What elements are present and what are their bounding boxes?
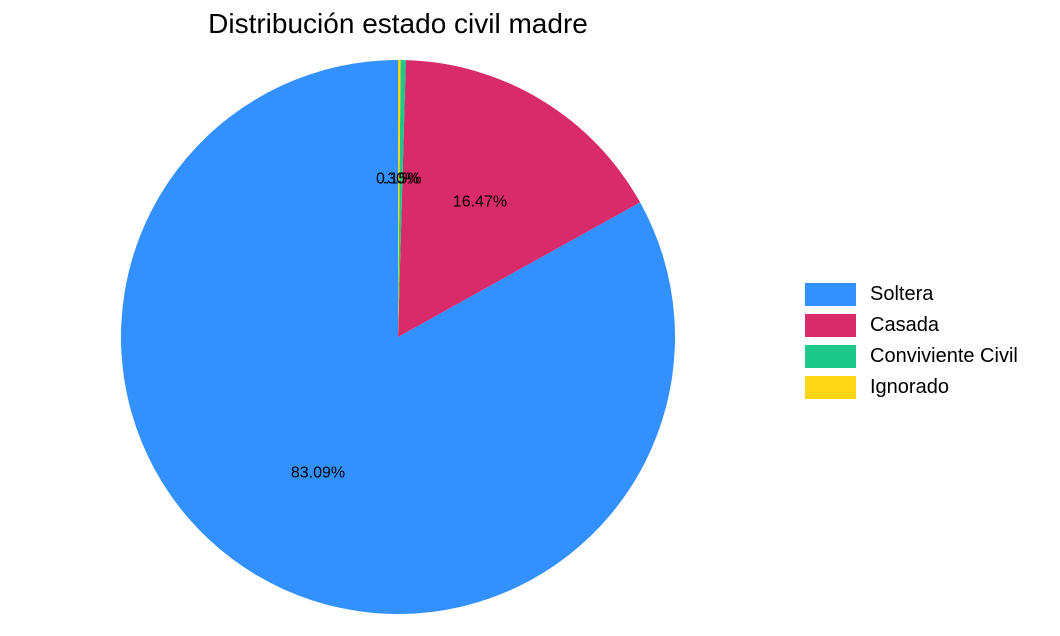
pie-slice-soltera <box>120 60 675 615</box>
data-label-conviviente-civil: .30% <box>383 170 419 187</box>
data-label-casada: 16.47% <box>453 193 507 210</box>
legend: Soltera Casada Conviviente Civil Ignorado <box>805 279 1018 403</box>
pie-slice-casada <box>398 60 641 338</box>
chart-title: Distribución estado civil madre <box>208 8 588 39</box>
legend-label: Conviviente Civil <box>870 345 1018 367</box>
legend-label: Ignorado <box>870 376 949 398</box>
data-label-ignorado: 0.15% <box>376 170 421 187</box>
pie-slice-ignorado <box>398 60 401 337</box>
data-label-soltera: 83.09% <box>291 464 345 481</box>
legend-label: Casada <box>870 314 939 336</box>
legend-swatch <box>805 376 856 399</box>
legend-swatch <box>805 345 856 368</box>
legend-item: Ignorado <box>805 372 1018 403</box>
legend-item: Casada <box>805 310 1018 341</box>
legend-swatch <box>805 283 856 306</box>
pie-slice-conviviente-civil <box>398 60 406 337</box>
legend-item: Conviviente Civil <box>805 341 1018 372</box>
pie-chart: 83.09% 16.47% .30%0.15% <box>120 60 675 615</box>
legend-item: Soltera <box>805 279 1018 310</box>
legend-label: Soltera <box>870 283 934 305</box>
legend-swatch <box>805 314 856 337</box>
